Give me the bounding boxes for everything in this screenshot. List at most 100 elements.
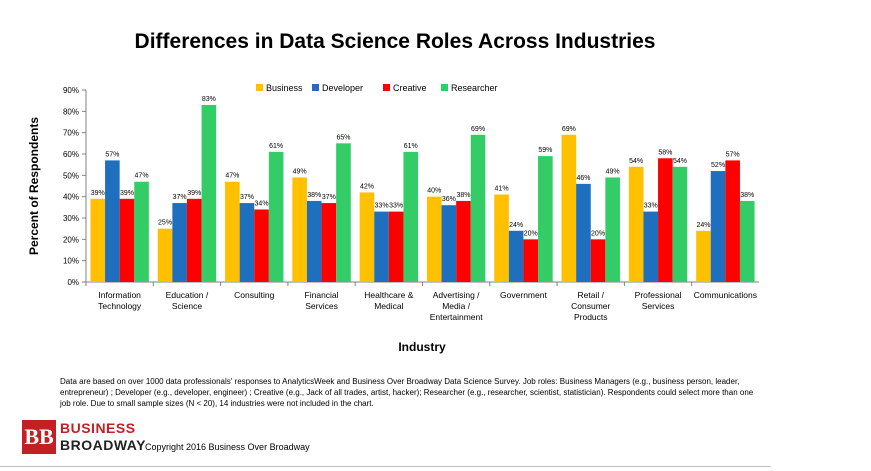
logo-mark: BB	[22, 420, 56, 454]
category-label: Consulting	[234, 290, 274, 300]
data-label: 37%	[240, 194, 254, 201]
category-label: Advertising / Media / Entertainment	[430, 290, 484, 322]
data-label: 69%	[562, 126, 576, 133]
bar-creative-8	[658, 158, 673, 282]
y-tick-label: 0%	[67, 278, 79, 287]
y-tick-label: 60%	[63, 150, 79, 159]
bar-researcher-2	[268, 151, 284, 282]
legend-swatch	[312, 84, 319, 91]
data-label: 37%	[173, 194, 187, 201]
bar-developer-1	[172, 203, 187, 282]
y-tick-label: 20%	[63, 235, 79, 244]
y-tick-label: 40%	[63, 193, 79, 202]
bar-business-0	[90, 198, 106, 282]
bar-creative-3	[321, 203, 337, 282]
data-label: 39%	[187, 190, 201, 197]
data-label: 83%	[202, 96, 216, 103]
data-label: 33%	[389, 203, 403, 210]
legend-item-business: Business	[256, 83, 303, 93]
y-tick-label: 50%	[63, 171, 79, 180]
data-label: 49%	[606, 168, 620, 175]
legend-label: Business	[266, 83, 303, 93]
data-label: 33%	[644, 203, 658, 210]
bar-researcher-8	[672, 166, 688, 282]
logo-text-line2: BROADWAY	[60, 437, 146, 453]
logo-text-line1: BUSINESS	[60, 420, 136, 436]
data-label: 25%	[158, 220, 172, 227]
data-label: 65%	[336, 134, 350, 141]
legend-swatch	[383, 84, 390, 91]
data-label: 20%	[591, 230, 605, 237]
bar-business-4	[359, 192, 375, 282]
data-label: 47%	[225, 173, 239, 180]
bar-researcher-9	[739, 200, 755, 282]
data-label: 39%	[120, 190, 134, 197]
copyright: Copyright 2016 Business Over Broadway	[145, 442, 310, 452]
category-label: Healthcare & Medical	[364, 290, 413, 311]
bar-developer-6	[508, 230, 524, 282]
footnote: Data are based on over 1000 data profess…	[60, 377, 754, 408]
bar-developer-3	[306, 200, 322, 282]
bar-researcher-4	[403, 151, 419, 282]
data-label: 38%	[456, 192, 470, 199]
bar-business-8	[628, 166, 644, 282]
bar-creative-9	[725, 160, 740, 282]
legend-label: Researcher	[451, 83, 498, 93]
bar-creative-4	[388, 211, 404, 282]
y-tick-label: 70%	[63, 129, 79, 138]
chart: Differences in Data Science Roles Across…	[27, 30, 759, 354]
bar-researcher-0	[134, 181, 149, 282]
bar-business-2	[225, 181, 240, 282]
data-label: 42%	[360, 183, 374, 190]
bar-researcher-6	[538, 156, 553, 282]
category-label: Financial Services	[305, 290, 339, 311]
bar-business-9	[696, 230, 711, 282]
legend-label: Creative	[393, 83, 427, 93]
bar-developer-7	[576, 183, 591, 282]
data-label: 57%	[726, 151, 740, 158]
data-label: 24%	[696, 222, 710, 229]
data-label: 54%	[673, 158, 687, 165]
bar-creative-2	[254, 209, 269, 282]
data-label: 69%	[471, 126, 485, 133]
category-label: Professional Services	[635, 290, 682, 311]
data-label: 54%	[629, 158, 643, 165]
x-axis: Information Technology Education / Science C…	[85, 282, 757, 322]
bar-developer-0	[105, 160, 120, 282]
category-label: Education / Science	[166, 290, 209, 311]
category-label: Information Technology	[98, 290, 142, 311]
bar-creative-0	[119, 198, 135, 282]
logo: BB BUSINESS BROADWAY	[22, 420, 145, 454]
x-axis-label: Industry	[398, 340, 446, 354]
data-label: 49%	[293, 168, 307, 175]
legend-label: Developer	[322, 83, 363, 93]
legend-item-researcher: Researcher	[441, 83, 498, 93]
bar-business-1	[157, 228, 173, 282]
bar-researcher-5	[470, 134, 486, 282]
data-label: 59%	[538, 147, 552, 154]
bar-developer-2	[239, 203, 255, 282]
bar-developer-9	[710, 171, 726, 282]
bar-creative-6	[523, 239, 539, 282]
legend: Business Developer Creative Researcher	[256, 83, 498, 93]
chart-title: Differences in Data Science Roles Across…	[135, 30, 656, 53]
data-label: 36%	[442, 196, 456, 203]
bar-business-7	[561, 134, 577, 282]
data-label: 41%	[495, 186, 509, 193]
legend-item-creative: Creative	[383, 83, 427, 93]
bar-researcher-3	[336, 143, 351, 282]
data-label: 24%	[509, 222, 523, 229]
legend-swatch	[256, 84, 263, 91]
data-label: 39%	[91, 190, 105, 197]
bar-business-6	[494, 194, 509, 282]
category-label: Retail / Consumer Products	[571, 290, 610, 322]
legend-item-developer: Developer	[312, 83, 363, 93]
category-label: Communications	[694, 290, 757, 300]
y-axis-label: Percent of Respondents	[27, 117, 41, 255]
category-label: Government	[500, 290, 547, 300]
bar-business-5	[426, 196, 442, 282]
data-label: 37%	[322, 194, 336, 201]
bar-researcher-1	[201, 104, 217, 282]
data-label: 47%	[135, 173, 149, 180]
legend-swatch	[441, 84, 448, 91]
